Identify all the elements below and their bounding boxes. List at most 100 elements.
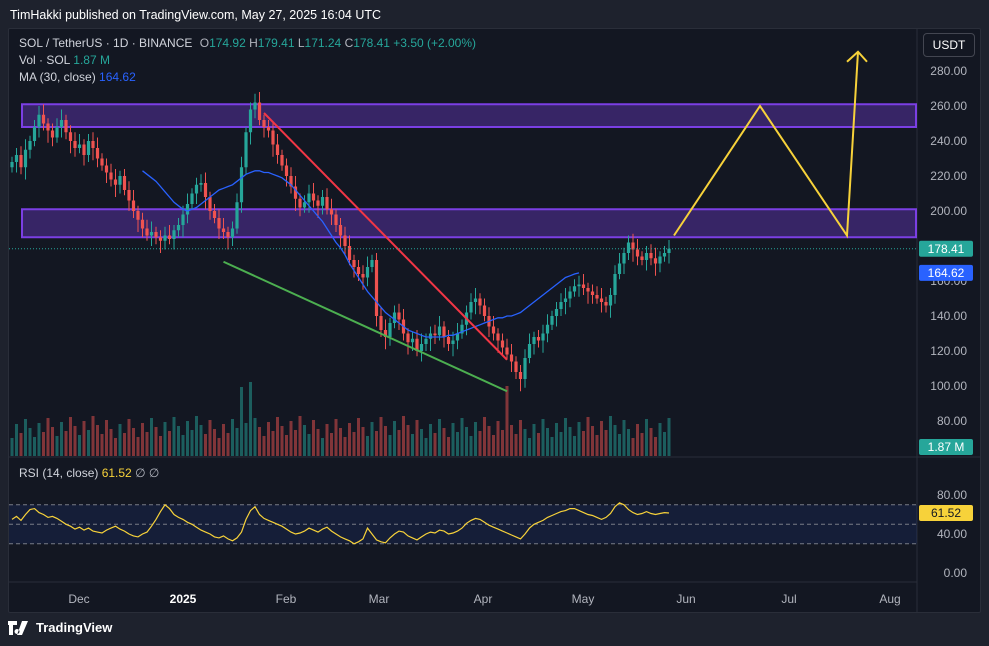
candle-body (266, 127, 271, 131)
volume-bar (199, 425, 203, 456)
volume-bar (433, 433, 437, 456)
time-tick-label: May (572, 592, 595, 606)
ma-label[interactable]: MA (30, close) (19, 70, 96, 84)
volume-bar (96, 425, 99, 456)
ma-tag-bg (919, 264, 973, 281)
candle-body (617, 263, 622, 274)
time-tick-label: Dec (68, 592, 89, 606)
candle-body (667, 248, 671, 253)
volume-bar (325, 424, 329, 456)
candle-body (653, 258, 658, 264)
high-label: H (249, 36, 258, 50)
volume-bar (24, 419, 27, 456)
candle-body (298, 198, 302, 208)
symbol-label[interactable]: SOL / TetherUS · 1D · BINANCE (19, 36, 193, 50)
candle-body (496, 333, 500, 341)
volume-bar (109, 429, 113, 456)
price-tick-label: 200.00 (930, 204, 967, 218)
chart-frame[interactable]: 280.00 260.00 240.00 220.00 200.00 160.00 140.… (8, 28, 981, 613)
candle-body (190, 193, 194, 204)
candle-body (455, 333, 460, 341)
footer-brand[interactable]: TradingView (8, 620, 112, 635)
volume-bar (447, 437, 450, 456)
volume-bar (645, 419, 648, 456)
volume-bar (357, 418, 360, 456)
footer-brand-label: TradingView (36, 620, 113, 635)
time-tick-label: Jul (781, 592, 796, 606)
volume-bar (609, 416, 612, 456)
candle-body (311, 193, 316, 201)
candle-body (572, 286, 577, 292)
volume-bar (316, 429, 320, 456)
volume-bar (636, 424, 639, 456)
candle-body (644, 253, 649, 260)
volume-bar (667, 418, 671, 456)
candle-body (500, 340, 505, 348)
price-tick-label: 220.00 (930, 169, 967, 183)
candle-body (181, 214, 185, 225)
rsi-label[interactable]: RSI (14, close) (19, 466, 99, 480)
candle-body (100, 158, 104, 166)
volume-tag: 1.87 M (928, 440, 965, 454)
volume-bar (69, 417, 72, 456)
candle-body (347, 246, 352, 260)
volume-bar (28, 428, 32, 456)
volume-bar (307, 434, 311, 456)
volume-bar (496, 421, 500, 456)
volume-bar (375, 431, 378, 456)
price-tick-label: 100.00 (930, 379, 967, 393)
rsi-tick-label: 80.00 (937, 488, 967, 502)
volume-bar (415, 420, 419, 456)
candle-body (118, 176, 122, 185)
candle-body (122, 176, 127, 190)
price-tick-label: 120.00 (930, 344, 967, 358)
volume-bar (442, 428, 446, 456)
volume-bar (532, 424, 536, 456)
candle-body (140, 219, 145, 229)
volume-bar (253, 418, 257, 456)
candle-body (325, 197, 329, 210)
candle-body (658, 256, 662, 264)
volume-label[interactable]: Vol · SOL (19, 53, 70, 67)
change-value: +3.50 (+2.00%) (393, 36, 477, 50)
volume-bar (15, 424, 18, 456)
price-tick-label: 80.00 (937, 414, 967, 428)
volume-bar (145, 432, 149, 456)
candle-body (626, 242, 631, 253)
candle-body (212, 211, 217, 218)
volume-bar (334, 419, 338, 456)
candle-body (415, 338, 419, 351)
volume-bar (262, 436, 266, 456)
volume-bar (60, 422, 63, 456)
candle-body (19, 155, 23, 168)
currency-button[interactable]: USDT (923, 33, 975, 57)
legend-line-3: MA (30, close) 164.62 (19, 70, 136, 84)
candle-body (262, 120, 266, 127)
volume-bar (91, 416, 95, 456)
moving-average-line (142, 170, 580, 338)
volume-bar (483, 417, 486, 456)
volume-bar (361, 427, 365, 456)
candle-body (518, 372, 523, 379)
candle-body (563, 298, 568, 302)
price-chart[interactable]: 280.00260.00240.00220.00200.00160.00140.… (9, 29, 980, 612)
volume-bar (658, 423, 662, 456)
candle-body (104, 165, 109, 173)
volume-bar (82, 421, 86, 456)
candle-body (145, 228, 149, 236)
volume-bar (627, 429, 630, 456)
candle-body (239, 167, 244, 203)
time-tick-label: Mar (369, 592, 390, 606)
candle-body (491, 326, 496, 334)
volume-bar (213, 429, 216, 456)
candle-body (302, 202, 307, 208)
candle-body (154, 232, 158, 238)
volume-bar (195, 416, 198, 456)
candle-body (338, 225, 343, 236)
volume-bar (136, 437, 140, 456)
volume-bar (528, 438, 531, 456)
volume-bar (231, 419, 234, 456)
time-tick-label: Apr (474, 592, 493, 606)
rsi-value: 61.52 (101, 466, 132, 480)
legend-line-1: SOL / TetherUS · 1D · BINANCE O174.92 H1… (19, 36, 476, 50)
